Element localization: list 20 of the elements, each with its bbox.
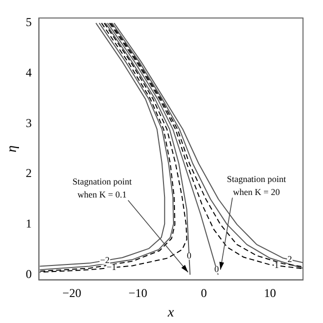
annotation: 0 [214,264,220,274]
annotation: −1 [106,262,116,272]
y-tick-label: 0 [26,266,32,281]
annotation: 2 [288,254,292,264]
y-tick-label: 3 [26,116,32,130]
annotation: 1 [274,260,279,270]
y-tick-label: 4 [26,66,32,80]
annotation: 0 [186,250,192,260]
annotation: Stagnation point when K = 20 [226,174,287,198]
x-tick-label: −10 [128,286,148,300]
y-tick-label: 2 [26,166,32,180]
annotation: Stagnation point when K = 0.1 [72,176,132,200]
x-tick-label: 10 [264,286,276,300]
annotation: −2 [100,255,110,266]
x-tick-label: 0 [200,286,207,300]
y-tick-label: 5 [26,15,32,30]
x-axis-title: x [166,305,175,320]
x-tick-label: −20 [62,286,82,300]
y-tick-label: 1 [26,216,32,231]
y-axis-title: η [5,145,20,152]
